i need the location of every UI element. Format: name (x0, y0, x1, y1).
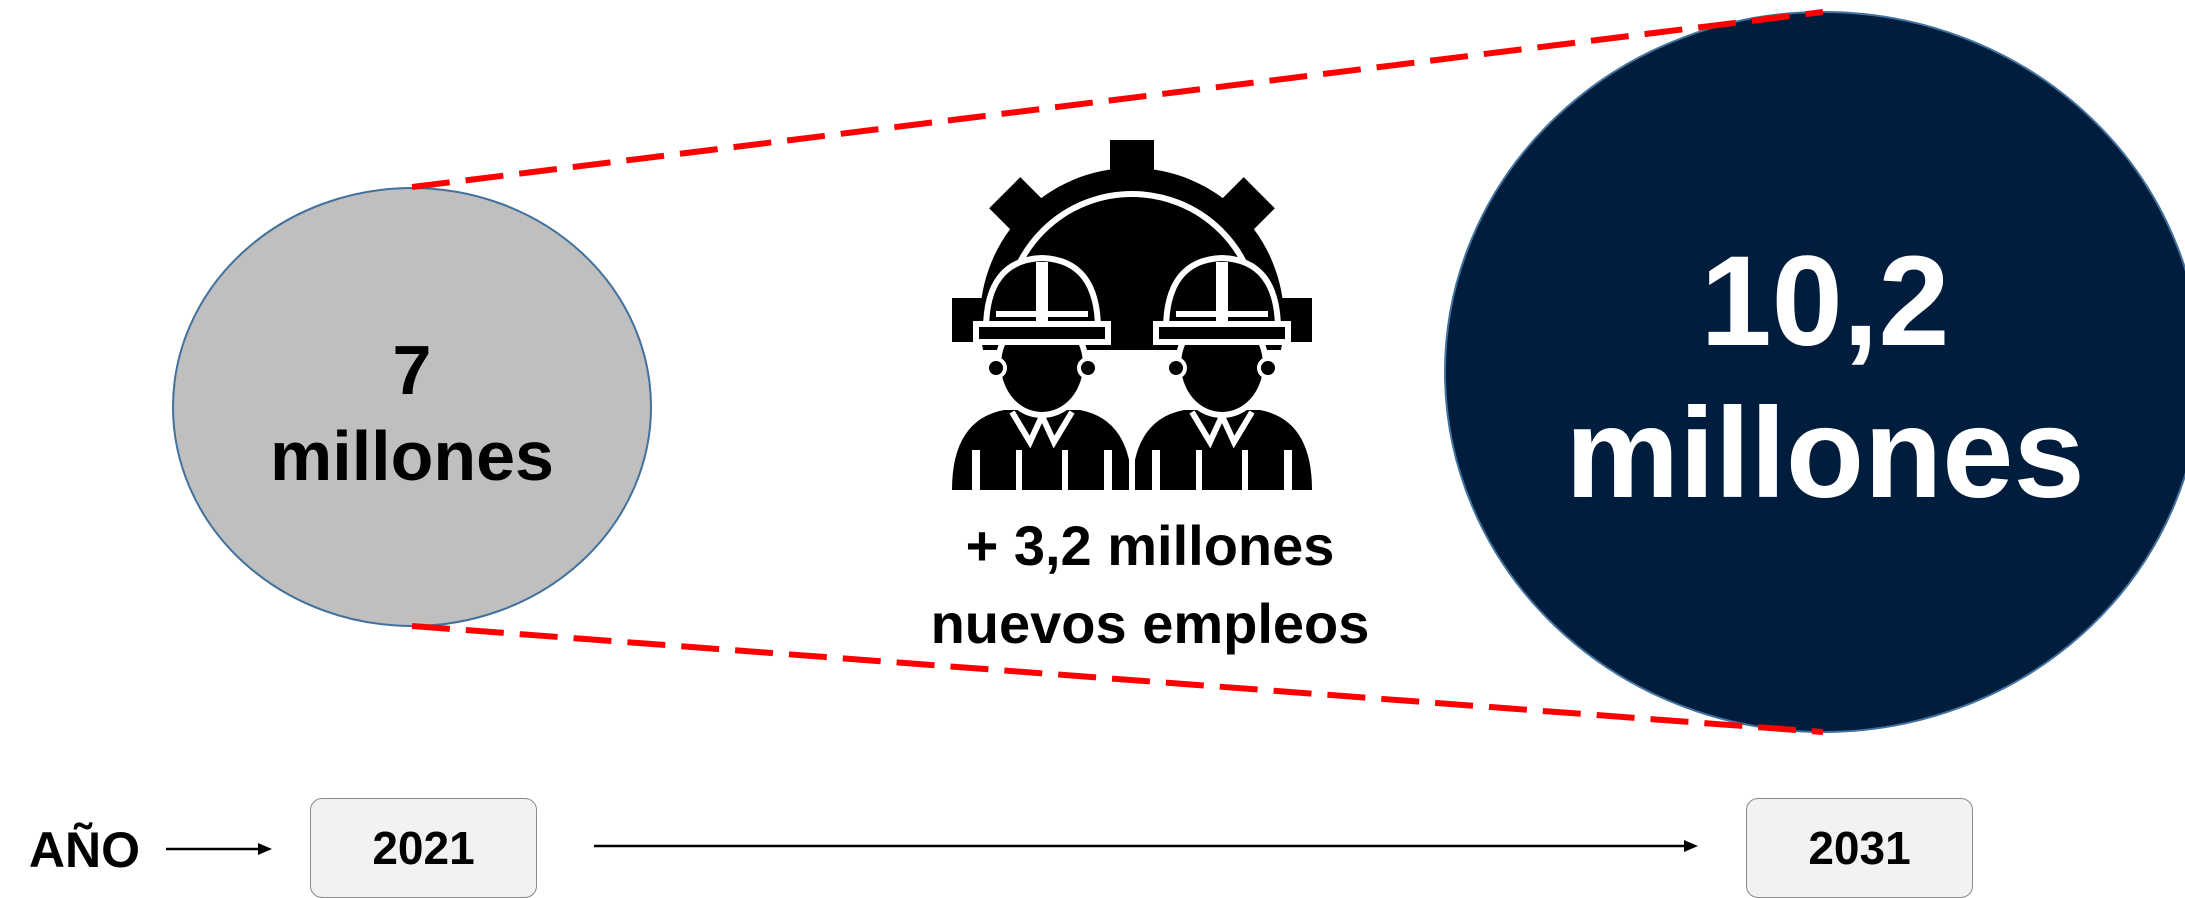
gain-label: + 3,2 millones nuevos empleos (820, 505, 1480, 665)
workers-with-gear-icon (952, 140, 1312, 530)
gain-line-1: + 3,2 millones (965, 514, 1335, 577)
end-year-box: 2031 (1746, 798, 1973, 898)
end-year: 2031 (1808, 822, 1911, 874)
start-year-box: 2021 (310, 798, 537, 898)
start-unit: millones (270, 417, 554, 495)
end-value-label: 10,2 millones (1510, 228, 2140, 528)
gain-line-2: nuevos empleos (930, 592, 1370, 655)
end-number: 10,2 (1700, 230, 1950, 373)
connector-top-line (411, 9, 1824, 190)
timeline-arrow (594, 840, 1698, 852)
start-number: 7 (392, 331, 432, 409)
end-unit: millones (1565, 382, 2085, 525)
start-value-label: 7 millones (174, 318, 650, 508)
ano-arrow (166, 843, 272, 855)
connector-bottom-line (411, 623, 1824, 735)
timeline-label: AÑO (28, 822, 140, 878)
start-year: 2021 (372, 822, 475, 874)
